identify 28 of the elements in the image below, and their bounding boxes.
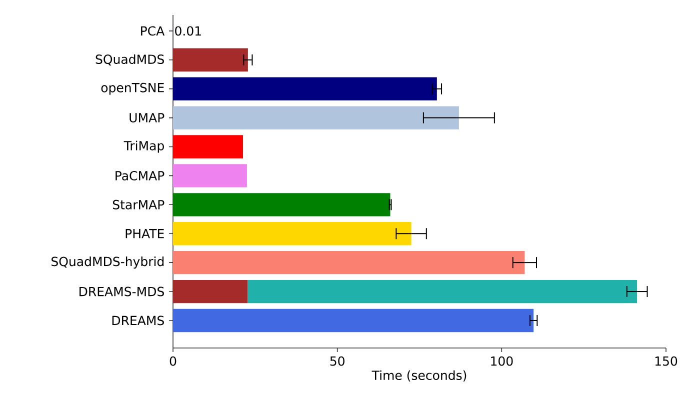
y-tick-label: openTSNE — [101, 82, 164, 95]
bar — [173, 48, 248, 72]
bar — [173, 250, 525, 274]
y-tick-label: StarMAP — [112, 200, 164, 210]
x-tick-label: 100 — [491, 356, 513, 366]
x-tick-label: 150 — [655, 356, 678, 366]
y-tick-label: SQuadMDS-hybrid — [52, 256, 164, 269]
x-axis-title: Time (seconds) — [372, 370, 466, 382]
bar — [173, 77, 437, 100]
y-tick-label: PCA — [141, 26, 165, 36]
x-tick-label: 50 — [330, 356, 344, 366]
bar — [248, 280, 638, 304]
bar — [173, 280, 248, 304]
y-tick-label: DREAMS — [112, 316, 164, 326]
y-tick-label: PaCMAP — [116, 170, 164, 180]
bar — [173, 106, 459, 130]
bar — [173, 135, 244, 158]
y-tick-label: DREAMS-MDS — [80, 286, 164, 296]
bar — [173, 308, 534, 332]
y-tick-label: TriMap — [124, 140, 164, 153]
data-label: 0.01 — [175, 26, 201, 36]
y-tick-label: SQuadMDS — [96, 54, 164, 66]
bar — [173, 222, 412, 246]
y-tick-label: PHATE — [126, 229, 164, 238]
y-tick-label: UMAP — [130, 113, 164, 122]
x-tick-label: 0 — [170, 356, 176, 366]
bar — [173, 193, 390, 216]
bar — [173, 164, 247, 188]
